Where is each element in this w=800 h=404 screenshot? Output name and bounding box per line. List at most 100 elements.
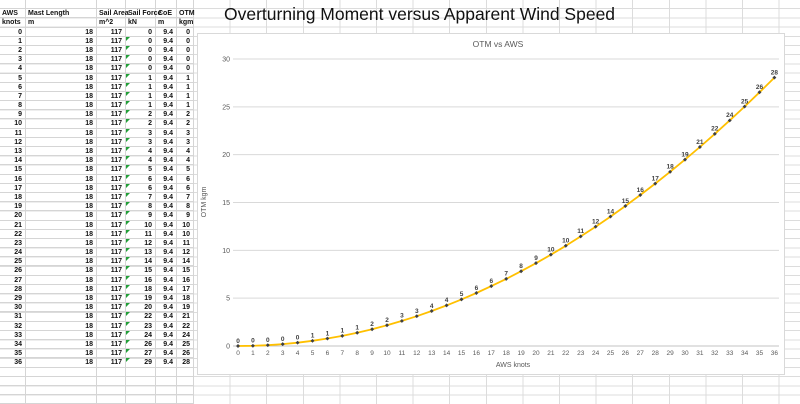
table-cell[interactable]: 9.4 [156,128,177,138]
table-cell[interactable]: 26 [177,349,194,359]
table-cell[interactable]: 9.4 [156,119,177,129]
table-cell[interactable]: 16 [177,275,194,285]
table-cell[interactable]: 2 [0,45,26,56]
table-cell[interactable]: 17 [0,183,26,193]
table-cell[interactable]: 117 [97,174,126,184]
table-cell-empty[interactable] [0,367,26,377]
table-cell[interactable]: 9.4 [156,36,177,46]
table-cell[interactable]: 21 [177,312,194,322]
table-cell[interactable]: 117 [97,303,126,313]
table-cell[interactable]: 6 [177,183,194,193]
table-cell[interactable]: 117 [97,275,126,285]
table-cell[interactable]: 117 [97,64,126,74]
table-cell-empty[interactable] [126,395,156,404]
column-header[interactable]: Sail Area [97,9,129,19]
table-cell[interactable]: 117 [97,349,126,359]
table-cell[interactable]: 117 [97,192,126,203]
table-cell[interactable]: 6 [177,174,194,184]
table-cell[interactable]: 9 [0,110,26,120]
table-cell[interactable]: 5 [0,73,26,83]
table-cell[interactable]: 9.4 [156,147,177,157]
table-cell[interactable]: 9.4 [156,229,177,239]
table-cell[interactable]: 11 [177,238,194,249]
table-cell[interactable]: 9.4 [156,165,177,175]
table-cell[interactable]: 117 [97,248,126,258]
table-cell[interactable]: 18 [26,321,97,331]
table-cell[interactable]: 117 [97,202,126,212]
table-cell[interactable]: 2 [126,110,156,120]
table-cell[interactable]: 117 [97,156,126,166]
table-cell[interactable]: 14 [177,257,194,267]
table-cell[interactable]: 0 [126,27,156,37]
table-cell[interactable]: 16 [126,275,156,285]
table-cell[interactable]: 18 [26,137,97,147]
table-cell[interactable]: 18 [26,183,97,193]
table-cell-empty[interactable] [97,367,126,377]
table-cell[interactable]: 0 [126,55,156,65]
table-cell[interactable]: 4 [0,64,26,74]
table-cell-empty[interactable] [0,0,26,10]
table-cell[interactable]: 117 [97,73,126,83]
table-cell-empty[interactable] [0,385,26,396]
table-cell[interactable]: 18 [26,229,97,239]
table-cell[interactable]: 9.4 [156,55,177,65]
table-cell-empty[interactable] [0,395,26,404]
table-cell[interactable]: 1 [177,82,194,92]
column-unit-header[interactable]: m^2 [97,18,126,28]
table-cell[interactable]: 117 [97,55,126,65]
table-cell[interactable]: 1 [126,101,156,111]
table-cell[interactable]: 18 [26,192,97,203]
table-cell[interactable]: 13 [126,248,156,258]
table-cell[interactable]: 7 [0,91,26,102]
table-cell[interactable]: 18 [26,339,97,350]
table-cell[interactable]: 4 [126,156,156,166]
table-cell[interactable]: 18 [26,220,97,230]
table-cell[interactable]: 18 [26,110,97,120]
table-cell[interactable]: 117 [97,284,126,294]
table-cell[interactable]: 117 [97,229,126,239]
table-cell[interactable]: 29 [126,358,156,368]
table-cell[interactable]: 8 [126,202,156,212]
table-cell[interactable]: 31 [0,312,26,322]
table-cell[interactable]: 1 [126,91,156,102]
table-cell[interactable]: 22 [0,229,26,239]
table-cell[interactable]: 18 [26,349,97,359]
table-cell[interactable]: 6 [126,183,156,193]
table-cell[interactable]: 2 [126,119,156,129]
table-cell[interactable]: 29 [0,294,26,304]
table-cell[interactable]: 9 [177,211,194,221]
column-unit-header[interactable]: m [156,18,177,28]
table-cell-empty[interactable] [26,0,97,10]
table-cell[interactable]: 117 [97,45,126,56]
table-cell[interactable]: 9.4 [156,183,177,193]
table-cell[interactable]: 0 [126,45,156,56]
table-cell[interactable]: 15 [177,266,194,276]
table-cell[interactable]: 25 [177,339,194,350]
table-cell[interactable]: 9.4 [156,266,177,276]
table-cell[interactable]: 15 [126,266,156,276]
table-cell[interactable]: 19 [126,294,156,304]
table-cell[interactable]: 117 [97,330,126,340]
table-cell[interactable]: 12 [0,137,26,147]
table-cell[interactable]: 117 [97,321,126,331]
table-cell[interactable]: 18 [126,284,156,294]
table-cell[interactable]: 1 [177,73,194,83]
table-cell[interactable]: 5 [126,165,156,175]
table-cell[interactable]: 9.4 [156,156,177,166]
table-cell[interactable]: 1 [126,73,156,83]
table-cell[interactable]: 9.4 [156,284,177,294]
table-cell[interactable]: 9.4 [156,339,177,350]
table-cell[interactable]: 117 [97,183,126,193]
table-cell[interactable]: 18 [26,284,97,294]
table-cell[interactable]: 12 [177,248,194,258]
table-cell[interactable]: 17 [177,284,194,294]
table-cell[interactable]: 18 [26,128,97,138]
table-cell[interactable]: 18 [26,358,97,368]
table-cell[interactable]: 9.4 [156,110,177,120]
column-header[interactable]: CoE [156,9,177,19]
table-cell[interactable]: 22 [177,321,194,331]
table-cell[interactable]: 0 [177,27,194,37]
table-cell-empty[interactable] [177,376,194,386]
table-cell[interactable]: 9.4 [156,349,177,359]
table-cell[interactable]: 9.4 [156,257,177,267]
